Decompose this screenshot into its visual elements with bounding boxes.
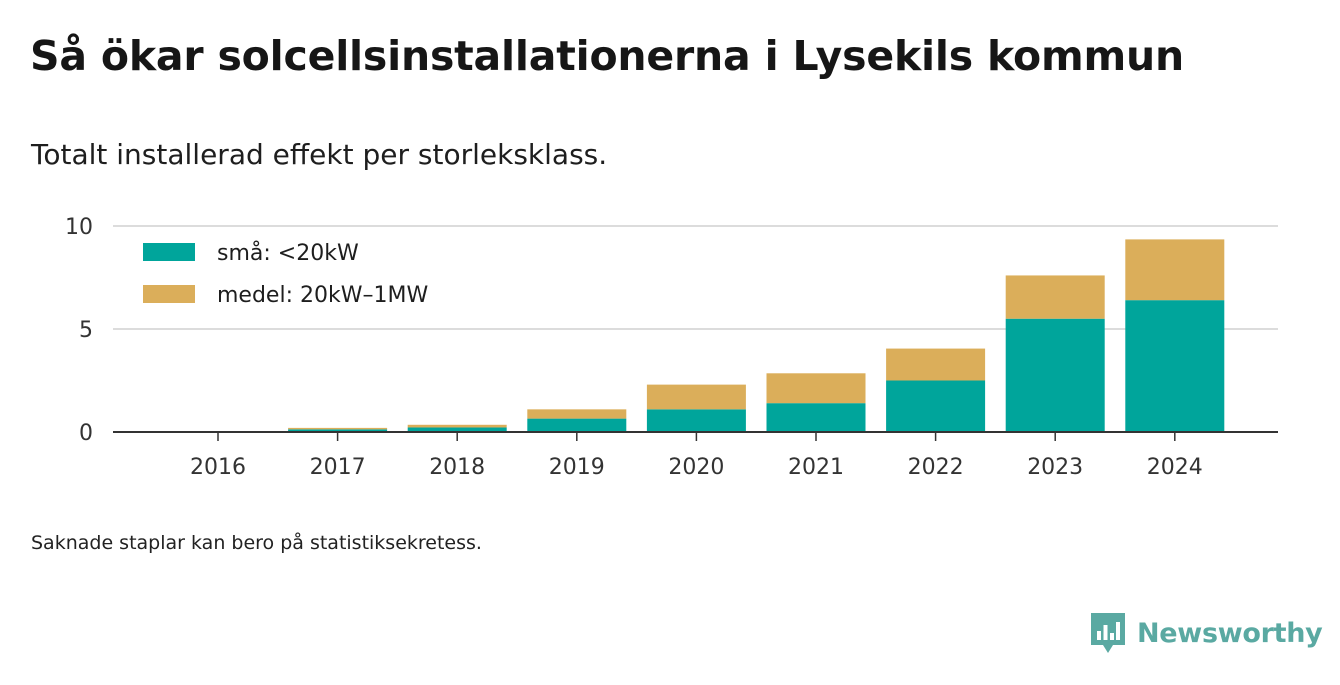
x-tick-label: 2022 [908, 455, 964, 480]
bar-segment-small [527, 418, 627, 432]
x-tick-label: 2016 [190, 455, 246, 480]
x-tick-label: 2018 [429, 455, 485, 480]
legend: små: <20kW medel: 20kW–1MW [143, 240, 428, 308]
bar-segment-medium [527, 409, 627, 419]
x-tick-label: 2021 [788, 455, 844, 480]
y-tick-label: 10 [65, 215, 93, 240]
brand-name: Newsworthy [1137, 617, 1323, 649]
bar-segment-medium [886, 348, 986, 381]
chart-title: Så ökar solcellsinstallationerna i Lysek… [30, 32, 1184, 80]
legend-swatch [143, 243, 195, 261]
bar-segment-small [407, 427, 507, 432]
legend-label: medel: 20kW–1MW [217, 283, 428, 308]
chart-subtitle: Totalt installerad effekt per storlekskl… [31, 138, 608, 171]
bar-segment-medium [1005, 275, 1105, 319]
bar-segment-small [766, 403, 866, 432]
bar-segment-small [1005, 318, 1105, 432]
axes: 0 5 10 2016 2017 2018 2019 2020 2021 2022 2023 2024 [65, 215, 1278, 480]
x-tick-label: 2023 [1027, 455, 1083, 480]
stacked-bar-chart: 0 5 10 2016 2017 2018 2019 2020 2021 2022 2023 2024… [65, 215, 1278, 480]
bar-segment-medium [407, 424, 507, 428]
footnote: Saknade staplar kan bero på statistiksek… [31, 532, 482, 554]
y-tick-label: 0 [79, 421, 93, 446]
legend-swatch [143, 285, 195, 303]
bar-segment-small [646, 409, 746, 432]
x-tick-label: 2017 [310, 455, 366, 480]
bar-segment-medium [1125, 239, 1225, 301]
bar-segment-small [1125, 300, 1225, 432]
bar-segment-small [886, 380, 986, 432]
y-tick-label: 5 [79, 318, 93, 343]
x-tick-label: 2024 [1147, 455, 1203, 480]
legend-label: små: <20kW [217, 240, 359, 266]
bar-segment-medium [288, 427, 388, 430]
bars [168, 239, 1225, 432]
brand-logo[interactable]: Newsworthy [1089, 611, 1323, 655]
bar-segment-medium [646, 384, 746, 410]
x-tick-label: 2019 [549, 455, 605, 480]
bar-segment-small [288, 429, 388, 432]
newsworthy-logo-icon [1091, 613, 1125, 653]
x-tick-label: 2020 [668, 455, 724, 480]
bar-segment-medium [766, 373, 866, 404]
